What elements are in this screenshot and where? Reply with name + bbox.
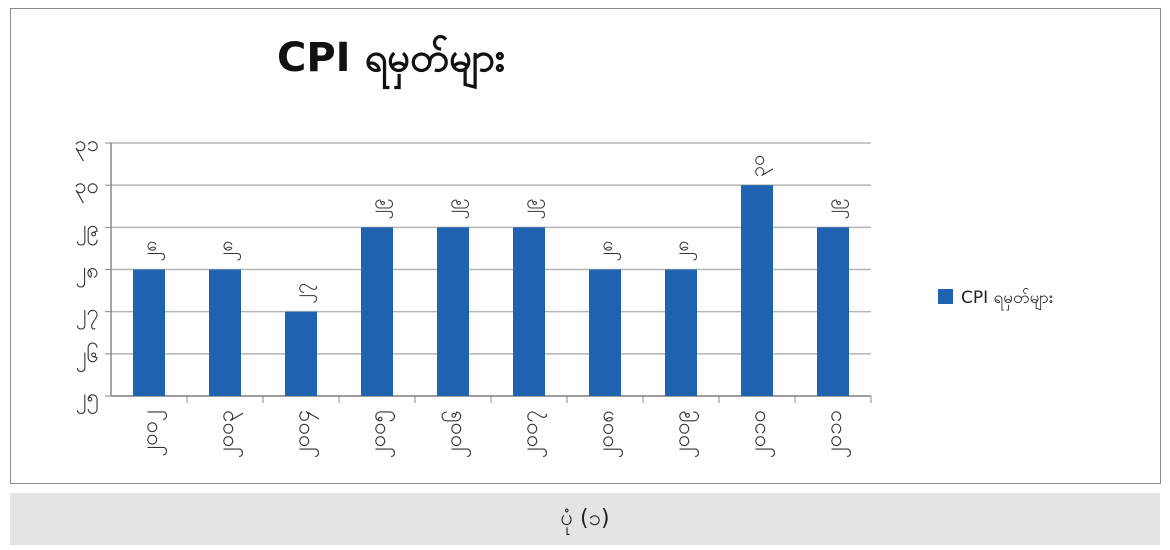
data-label: ၂၉ (517, 198, 545, 219)
bar (513, 227, 545, 396)
bar (285, 311, 317, 396)
data-label: ၂၈ (137, 240, 165, 261)
bar (437, 227, 469, 396)
figure-caption: ပုံ (၁) (10, 493, 1160, 545)
bar (741, 185, 773, 396)
x-tick-label: ၂၀၀၅ (366, 410, 395, 458)
bar (589, 269, 621, 396)
legend: CPI ရမှတ်များ (938, 288, 1053, 311)
bar (361, 227, 393, 396)
y-tick-label: ၂၉ (76, 216, 99, 245)
y-tick-label: ၂၅ (76, 385, 99, 414)
y-tick-label: ၂၈ (76, 259, 99, 288)
x-tick-label: ၂၀၀၉ (670, 410, 699, 458)
x-tick-label: ၂၀၀၇ (518, 410, 547, 458)
data-label: ၂၉ (821, 198, 849, 219)
data-label: ၂၈ (213, 240, 241, 261)
y-tick-label: ၃၁ (74, 132, 99, 161)
y-tick-label: ၂၆ (76, 342, 99, 372)
data-label: ၂၈ (669, 240, 697, 261)
legend-swatch (938, 289, 953, 304)
y-tick-label: ၂၇ (76, 301, 99, 330)
bar (817, 227, 849, 396)
data-label: ၂၈ (593, 240, 621, 261)
x-tick-label: ၂၀၁၀ (746, 410, 775, 458)
legend-label: CPI ရမှတ်များ (961, 288, 1053, 311)
x-tick-label: ၂၀၀၈ (594, 410, 623, 458)
bar (665, 269, 697, 396)
bar (133, 269, 165, 396)
x-tick-label: ၂၀၁၁ (822, 410, 851, 458)
x-tick-label: ၂၀၀၄ (290, 410, 319, 458)
data-label: ၂၉ (365, 198, 393, 219)
x-tick-label: ၂၀၀၃ (214, 410, 243, 458)
data-label: ၂၉ (441, 198, 469, 219)
x-tick-label: ၂၀၀၂ (138, 410, 167, 456)
data-label: ၂၇ (289, 283, 317, 304)
x-tick-label: ၂၀၀၆ (441, 410, 471, 458)
chart-container: CPI ရမှတ်များ ၂၅ ၂၆ ၂၇ ၂၈ ၂၉ ၃၀ ၃၁၂၈၂၀၀၂ ၂၈၂၀၀၃… (10, 8, 1161, 484)
chart-title: CPI ရမှတ်များ (277, 35, 505, 90)
y-tick-label: ၃၀ (74, 174, 99, 203)
data-label: ၃၀ (745, 155, 773, 178)
bar (209, 269, 241, 396)
